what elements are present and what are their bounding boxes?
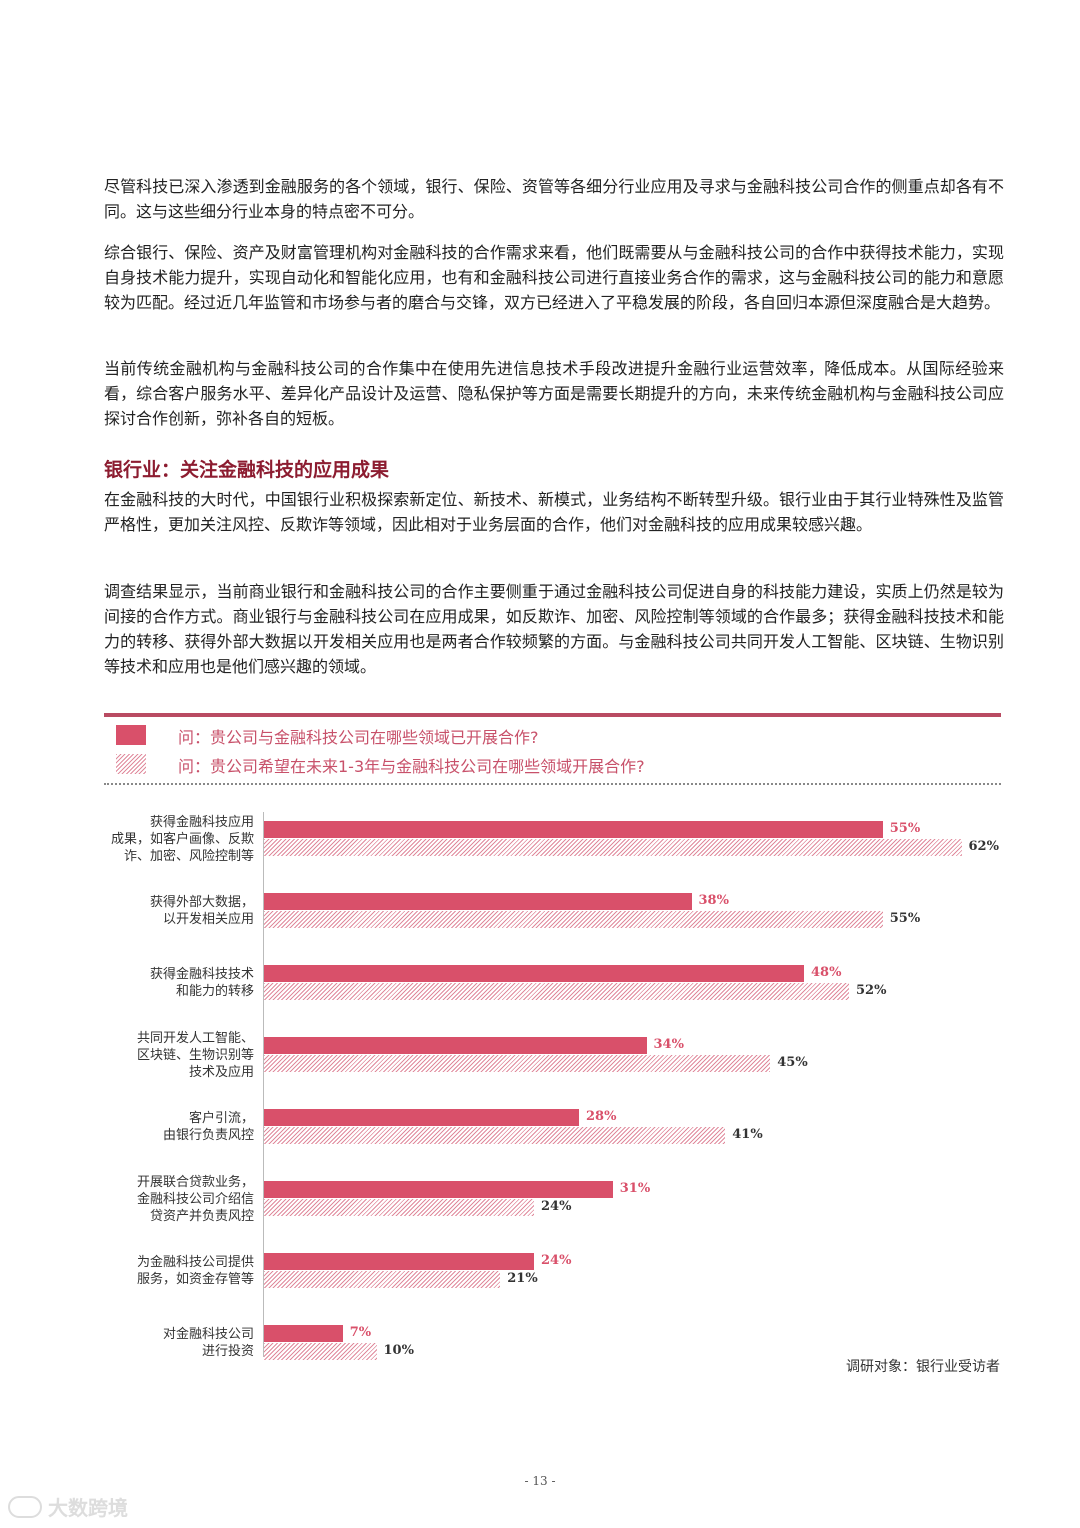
bar-future: [264, 1199, 534, 1216]
data-label: 48%: [811, 965, 842, 980]
category-label-line: 和能力的转移: [175, 984, 254, 999]
intro-paragraph-2: 综合银行、保险、资产及财富管理机构对金融科技的合作需求来看，他们既需要从与金融科…: [104, 243, 1004, 312]
data-label: 7%: [349, 1325, 372, 1340]
category-label-line: 技术及应用: [188, 1064, 254, 1080]
bar-future: [264, 1271, 501, 1288]
category-label-line: 以开发相关应用: [162, 912, 254, 927]
category-label-line: 客户引流，: [188, 1111, 254, 1126]
legend-divider: [104, 783, 1001, 785]
data-label: 55%: [889, 821, 921, 836]
chart-axis: [263, 812, 264, 1357]
bar-future: [264, 1055, 771, 1072]
bar-current: [264, 965, 804, 982]
category-label: 客户引流， 由银行负责风控: [84, 1110, 254, 1144]
section-paragraph-1: 在金融科技的大时代，中国银行业积极探索新定位、新技术、新模式，业务结构不断转型升…: [104, 490, 1004, 534]
data-label: 45%: [777, 1055, 808, 1070]
intro-paragraph-1: 尽管科技已深入渗透到金融服务的各个领域，银行、保险、资管等各细分行业应用及寻求与…: [104, 177, 1004, 221]
data-label: 24%: [541, 1253, 572, 1268]
legend-label: 问：贵公司与金融科技公司在哪些领域已开展合作?: [178, 728, 539, 747]
bar-future: [264, 983, 849, 1000]
category-label-line: 获得金融科技技术: [149, 967, 254, 982]
intro-paragraph-3: 当前传统金融机构与金融科技公司的合作集中在使用先进信息技术手段改进提升金融行业运…: [104, 359, 1004, 428]
data-label: 31%: [619, 1181, 651, 1196]
category-label: 为金融科技公司提供 服务，如资金存管等: [84, 1254, 254, 1288]
bar-future: [264, 1127, 726, 1144]
data-label: 10%: [383, 1343, 414, 1358]
bar-current: [264, 1037, 647, 1054]
data-label: 28%: [586, 1109, 617, 1124]
bar-current: [264, 893, 692, 910]
category-label-line: 共同开发人工智能、: [136, 1030, 254, 1046]
watermark-logo-icon: [8, 1495, 42, 1518]
bar-current: [264, 1325, 343, 1342]
category-label: 对金融科技公司进行投资: [84, 1326, 254, 1360]
bar-future: [264, 911, 883, 928]
bar-current: [264, 1109, 579, 1126]
data-label: 34%: [653, 1037, 684, 1052]
watermark: 大数跨境: [8, 1492, 128, 1521]
category-label-line: 区块链、生物识别等: [136, 1047, 254, 1063]
data-label: 21%: [507, 1271, 538, 1286]
category-label: 开展联合贷款业务， 金融科技公司介绍信 贷资产并负责风控: [84, 1174, 254, 1225]
bar-current: [264, 1253, 534, 1270]
watermark-text: 大数跨境: [48, 1496, 128, 1520]
section-paragraph-2: 调查结果显示，当前商业银行和金融科技公司的合作主要侧重于通过金融科技公司促进自身…: [104, 582, 1004, 676]
category-label-line: 服务，如资金存管等: [136, 1272, 254, 1287]
category-label-line: 开展联合贷款业务，: [136, 1174, 254, 1190]
data-label: 41%: [732, 1127, 763, 1142]
data-label: 38%: [698, 893, 729, 908]
category-label-line: 对金融科技公司: [162, 1327, 254, 1342]
category-label-line: 获得金融科技应用: [149, 814, 254, 830]
category-label: 获得金融科技应用 成果，如客户画像、反欺 诈、加密、风险控制等: [84, 814, 254, 865]
legend-label: 问：贵公司希望在未来1-3年与金融科技公司在哪些领域开展合作?: [178, 757, 645, 776]
chart-top-rule: [104, 713, 1001, 717]
category-label-line: 为金融科技公司提供: [136, 1255, 254, 1270]
data-label: 55%: [889, 911, 921, 926]
category-label-line: 进行投资: [201, 1344, 254, 1359]
source-note: 调研对象：银行业受访者: [846, 1359, 1000, 1375]
legend-swatch-solid: [116, 725, 146, 745]
page-number: - 13 -: [524, 1474, 556, 1488]
data-label: 62%: [968, 839, 999, 854]
category-label-line: 贷资产并负责风控: [149, 1208, 254, 1224]
bar-current: [264, 821, 883, 838]
category-label-line: 成果，如客户画像、反欺: [110, 831, 254, 847]
category-label-line: 获得外部大数据，: [149, 895, 254, 910]
bar-future: [264, 839, 962, 856]
legend-swatch-hatched: [116, 754, 146, 774]
data-label: 52%: [856, 983, 887, 998]
category-label-line: 诈、加密、风险控制等: [123, 848, 254, 864]
bar-future: [264, 1343, 377, 1360]
section-heading: 银行业：关注金融科技的应用成果: [104, 459, 390, 481]
category-label-line: 由银行负责风控: [162, 1128, 254, 1143]
category-label: 共同开发人工智能、 区块链、生物识别等 技术及应用: [84, 1030, 254, 1081]
category-label: 获得金融科技技术和能力的转移: [84, 966, 254, 1000]
category-label-line: 金融科技公司介绍信: [136, 1191, 254, 1207]
category-label: 获得外部大数据， 以开发相关应用: [84, 894, 254, 928]
data-label: 24%: [541, 1199, 572, 1214]
bar-current: [264, 1181, 613, 1198]
